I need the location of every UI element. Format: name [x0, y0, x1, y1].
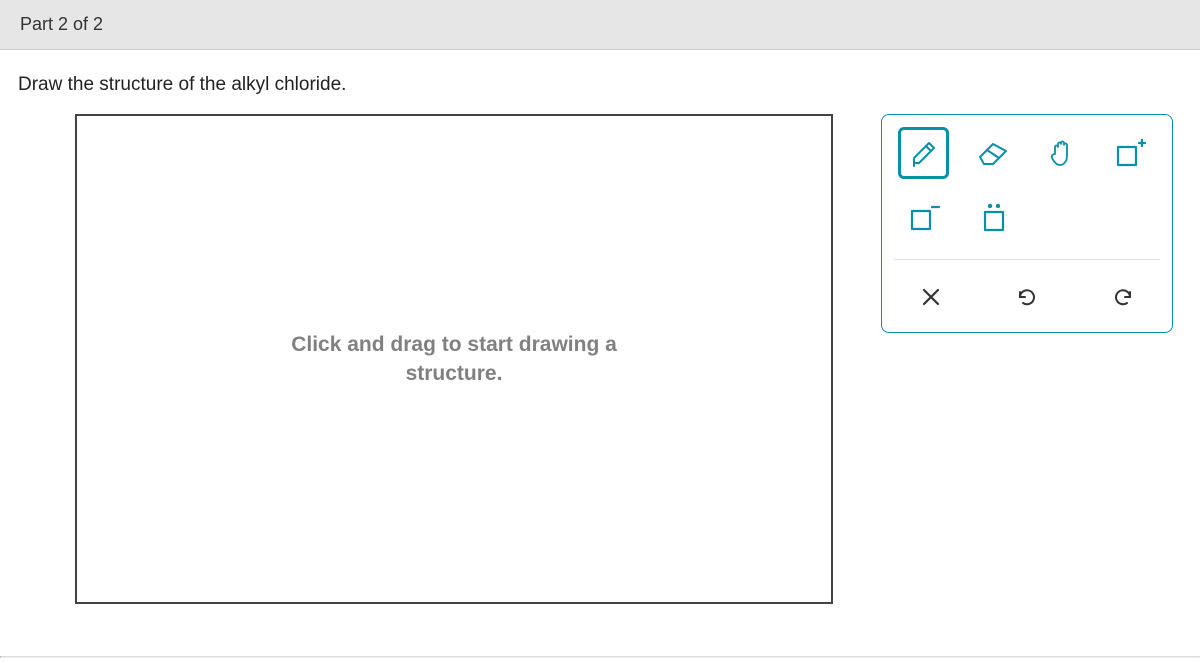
pencil-icon: [907, 136, 941, 170]
toolbox: [881, 114, 1173, 333]
bottom-divider: [0, 656, 1200, 658]
box-minus-icon: [906, 201, 942, 233]
box-dots-icon: [978, 201, 1010, 233]
redo-button[interactable]: [1104, 278, 1142, 316]
question-prompt: Draw the structure of the alkyl chloride…: [0, 50, 1200, 114]
eraser-icon: [974, 138, 1012, 168]
tool-row-2: [894, 191, 1160, 243]
hand-tool-button[interactable]: [1036, 127, 1087, 179]
part-label: Part 2 of 2: [20, 14, 103, 34]
undo-icon: [1015, 285, 1039, 309]
clear-icon: [920, 286, 942, 308]
clear-button[interactable]: [912, 278, 950, 316]
pencil-tool-button[interactable]: [898, 127, 949, 179]
hand-icon: [1045, 136, 1079, 170]
eraser-tool-button[interactable]: [967, 127, 1018, 179]
part-header: Part 2 of 2: [0, 0, 1200, 50]
prompt-text: Draw the structure of the alkyl chloride…: [18, 74, 346, 95]
box-minus-tool-button[interactable]: [898, 191, 950, 243]
action-row: [894, 272, 1160, 316]
box-dots-tool-button[interactable]: [968, 191, 1020, 243]
toolbox-divider: [894, 259, 1160, 260]
drawing-canvas[interactable]: Click and drag to start drawing a struct…: [75, 114, 833, 604]
redo-icon: [1111, 285, 1135, 309]
box-plus-tool-button[interactable]: [1105, 127, 1156, 179]
box-plus-icon: [1112, 137, 1148, 169]
tool-row-1: [894, 127, 1160, 179]
canvas-placeholder: Click and drag to start drawing a struct…: [254, 330, 654, 389]
undo-button[interactable]: [1008, 278, 1046, 316]
